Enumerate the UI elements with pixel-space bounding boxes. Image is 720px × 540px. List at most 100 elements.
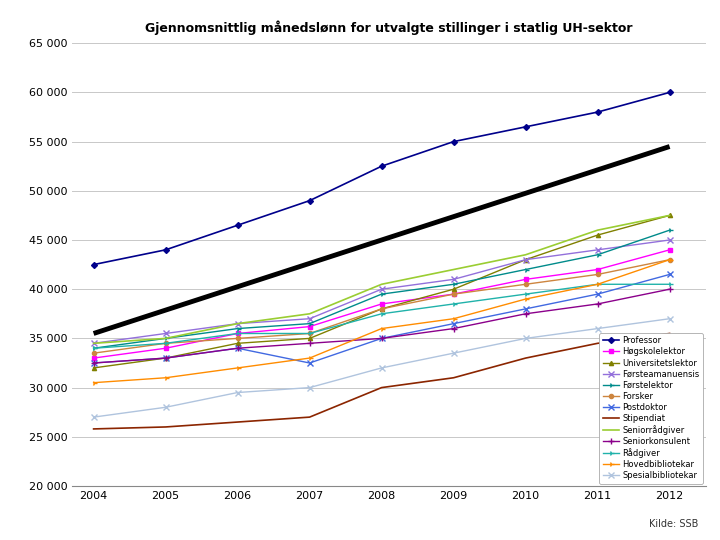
Seniorkonsulent	[305, 340, 314, 347]
Forsker	[665, 256, 674, 263]
Seniorrådgiver	[593, 227, 602, 233]
Hovedbibliotekar	[305, 355, 314, 361]
Høgskolelektor	[233, 330, 242, 337]
Rådgiver	[521, 291, 530, 298]
Line: Seniorrådgiver: Seniorrådgiver	[94, 215, 670, 343]
Line: Førsteamanuensis: Førsteamanuensis	[91, 237, 672, 346]
Høgskolelektor	[449, 291, 458, 298]
Høgskolelektor	[665, 247, 674, 253]
Postdoktor	[449, 320, 458, 327]
Førsteamanuensis	[377, 286, 386, 293]
Professor	[305, 198, 314, 204]
Professor	[89, 261, 98, 268]
Professor	[449, 138, 458, 145]
Postdoktor	[89, 360, 98, 366]
Universitetslektor	[305, 335, 314, 342]
Seniorrådgiver	[521, 252, 530, 258]
Førsteamanuensis	[233, 320, 242, 327]
Postdoktor	[377, 335, 386, 342]
Line: Professor: Professor	[91, 90, 672, 267]
Hovedbibliotekar	[665, 256, 674, 263]
Førsteamanuensis	[521, 256, 530, 263]
Førstelektor	[377, 291, 386, 298]
Førstelektor	[233, 325, 242, 332]
Seniorkonsulent	[521, 310, 530, 317]
Seniorrådgiver	[161, 335, 170, 342]
Line: Høgskolelektor: Høgskolelektor	[91, 248, 672, 360]
Forsker	[89, 350, 98, 356]
Rådgiver	[377, 310, 386, 317]
Stipendiat	[593, 340, 602, 347]
Stipendiat	[161, 424, 170, 430]
Postdoktor	[593, 291, 602, 298]
Hovedbibliotekar	[377, 325, 386, 332]
Førsteamanuensis	[161, 330, 170, 337]
Førstelektor	[449, 281, 458, 287]
Forsker	[521, 281, 530, 287]
Universitetslektor	[89, 364, 98, 371]
Rådgiver	[89, 345, 98, 352]
Hovedbibliotekar	[233, 364, 242, 371]
Spesialbibliotekar	[89, 414, 98, 420]
Line: Stipendiat: Stipendiat	[94, 334, 670, 429]
Postdoktor	[161, 355, 170, 361]
Høgskolelektor	[89, 355, 98, 361]
Universitetslektor	[233, 340, 242, 347]
Line: Hovedbibliotekar: Hovedbibliotekar	[91, 257, 672, 386]
Seniorrådgiver	[89, 340, 98, 347]
Seniorkonsulent	[233, 345, 242, 352]
Seniorrådgiver	[233, 320, 242, 327]
Seniorkonsulent	[593, 301, 602, 307]
Seniorrådgiver	[305, 310, 314, 317]
Førstelektor	[593, 252, 602, 258]
Førstelektor	[521, 266, 530, 273]
Professor	[593, 109, 602, 116]
Seniorrådgiver	[377, 281, 386, 287]
Forsker	[593, 271, 602, 278]
Spesialbibliotekar	[377, 364, 386, 371]
Seniorrådgiver	[665, 212, 674, 219]
Hovedbibliotekar	[161, 375, 170, 381]
Hovedbibliotekar	[593, 281, 602, 287]
Spesialbibliotekar	[593, 325, 602, 332]
Førstelektor	[305, 320, 314, 327]
Postdoktor	[233, 345, 242, 352]
Professor	[521, 124, 530, 130]
Postdoktor	[305, 360, 314, 366]
Seniorkonsulent	[89, 360, 98, 366]
Spesialbibliotekar	[449, 350, 458, 356]
Universitetslektor	[665, 212, 674, 219]
Legend: Professor, Høgskolelektor, Universitetslektor, Førsteamanuensis, Førstelektor, F: Professor, Høgskolelektor, Universitetsl…	[599, 333, 703, 483]
Førsteamanuensis	[593, 247, 602, 253]
Hovedbibliotekar	[521, 296, 530, 302]
Høgskolelektor	[305, 323, 314, 330]
Line: Forsker: Forsker	[91, 258, 672, 355]
Rådgiver	[161, 340, 170, 347]
Stipendiat	[377, 384, 386, 391]
Førsteamanuensis	[449, 276, 458, 282]
Spesialbibliotekar	[161, 404, 170, 410]
Hovedbibliotekar	[449, 315, 458, 322]
Seniorkonsulent	[449, 325, 458, 332]
Text: Kilde: SSB: Kilde: SSB	[649, 519, 698, 529]
Førstelektor	[161, 335, 170, 342]
Universitetslektor	[161, 355, 170, 361]
Rådgiver	[593, 281, 602, 287]
Stipendiat	[305, 414, 314, 420]
Spesialbibliotekar	[233, 389, 242, 396]
Universitetslektor	[377, 306, 386, 312]
Spesialbibliotekar	[305, 384, 314, 391]
Forsker	[233, 335, 242, 342]
Førsteamanuensis	[305, 315, 314, 322]
Spesialbibliotekar	[665, 315, 674, 322]
Universitetslektor	[449, 286, 458, 293]
Line: Universitetslektor: Universitetslektor	[91, 213, 672, 370]
Forsker	[449, 291, 458, 298]
Professor	[377, 163, 386, 170]
Høgskolelektor	[161, 345, 170, 352]
Postdoktor	[665, 271, 674, 278]
Førsteamanuensis	[89, 340, 98, 347]
Postdoktor	[521, 306, 530, 312]
Rådgiver	[305, 330, 314, 337]
Førstelektor	[665, 227, 674, 233]
